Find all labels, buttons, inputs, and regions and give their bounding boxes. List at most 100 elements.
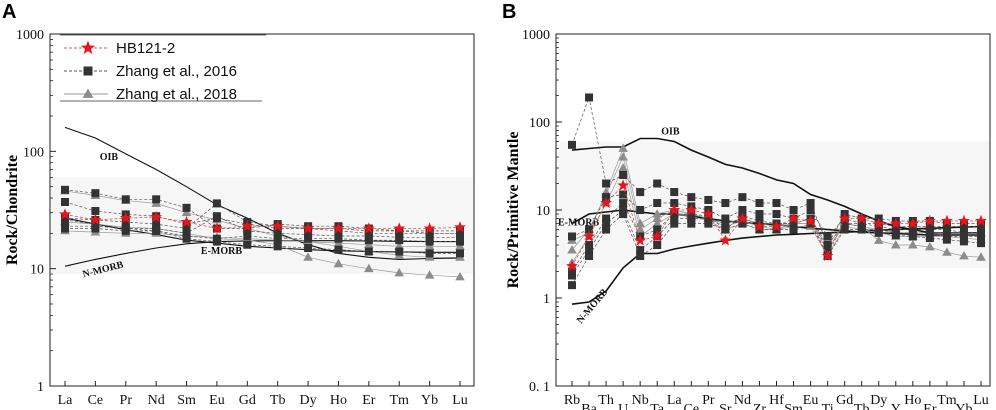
a-data-point-star: [302, 222, 314, 234]
b-x-tick-label: Er: [923, 402, 937, 410]
b-data-point-square: [977, 222, 985, 231]
b-x-tick-label: Ti: [822, 402, 834, 410]
b-data-point-square: [977, 239, 985, 248]
b-data-point-star: [702, 207, 715, 220]
b-data-point-square: [687, 193, 696, 202]
a-data-point-square: [425, 237, 434, 246]
b-data-point-triangle: [925, 242, 935, 251]
b-data-point-triangle: [635, 218, 645, 228]
b-data-point-square: [977, 232, 985, 241]
a-data-point-triangle: [364, 263, 374, 273]
a-y-tick-label: 1000: [16, 28, 44, 43]
b-data-point-star: [872, 217, 885, 229]
a-data-point-triangle: [303, 252, 313, 261]
b-data-point-square: [806, 219, 815, 228]
b-ref-label-oib: OIB: [661, 126, 680, 137]
b-data-point-square: [568, 271, 576, 280]
b-x-tick-label: Rb: [564, 393, 580, 408]
a-data-point-square: [364, 231, 373, 240]
a-ref-label-oib: OIB: [100, 152, 119, 163]
b-data-point-square: [585, 252, 594, 261]
b-data-point-square: [857, 222, 866, 231]
b-data-point-square: [772, 225, 781, 234]
legend-marker-star: [80, 40, 96, 55]
b-data-point-triangle: [652, 209, 663, 218]
a-ref-label-e-morb: E-MORB: [201, 246, 242, 257]
a-data-point-square: [456, 237, 464, 246]
b-data-point-square: [755, 210, 764, 219]
b-data-point-triangle: [908, 240, 918, 249]
a-data-point-star: [89, 213, 102, 225]
a-x-tick-label: La: [58, 393, 74, 408]
a-data-point-square: [61, 224, 69, 233]
b-data-point-square: [806, 206, 815, 214]
a-x-tick-label: Lu: [452, 393, 468, 408]
a-data-point-square: [395, 247, 404, 256]
a-x-tick-label: Yb: [421, 393, 438, 408]
b-data-point-square: [772, 210, 781, 219]
a-x-tick-label: Gd: [239, 393, 256, 408]
b-x-tick-label: Sr: [719, 402, 732, 410]
b-data-point-square: [636, 206, 645, 214]
b-data-point-square: [942, 235, 951, 244]
a-data-point-star: [119, 211, 132, 224]
b-data-point-square: [636, 188, 645, 197]
a-data-point-square: [91, 224, 100, 233]
a-data-point-square: [212, 212, 221, 221]
b-data-point-square: [840, 219, 849, 228]
a-data-point-star: [332, 222, 345, 234]
b-y-tick-label: 1000: [522, 28, 550, 43]
a-y-tick-label: 1: [37, 380, 44, 395]
b-data-point-square: [602, 214, 611, 223]
b-data-point-triangle: [873, 235, 884, 244]
b-data-point-star: [821, 249, 834, 262]
a-data-point-square: [395, 236, 404, 245]
b-data-point-star: [804, 214, 817, 227]
b-x-tick-label: Zr: [753, 402, 767, 410]
b-x-tick-label: Gd: [836, 393, 853, 408]
b-data-point-square: [653, 225, 662, 234]
b-data-point-square: [619, 206, 628, 214]
a-series-line: [64, 230, 460, 247]
b-data-point-triangle: [652, 218, 663, 228]
b-data-point-star: [719, 234, 732, 246]
b-data-point-square: [721, 219, 730, 228]
b-x-tick-label: Y: [891, 402, 901, 410]
b-data-point-square: [959, 222, 968, 231]
b-data-point-square: [568, 140, 576, 149]
b-data-point-square: [568, 281, 576, 290]
a-data-point-square: [61, 197, 69, 206]
b-data-point-star: [651, 230, 664, 242]
b-data-point-star: [923, 214, 936, 227]
panel-b-y-axis-title: Rock/Primitive Mantle: [505, 132, 522, 289]
b-data-point-square: [636, 246, 645, 255]
b-data-point-triangle: [942, 247, 952, 256]
b-data-point-square: [636, 252, 645, 261]
a-y-tick-label: 10: [30, 263, 44, 278]
a-data-point-square: [182, 234, 191, 243]
b-data-point-square: [721, 214, 730, 223]
a-series-line: [65, 228, 460, 242]
b-data-point-star: [566, 259, 578, 272]
b-data-point-triangle: [959, 251, 969, 260]
a-data-point-square: [364, 247, 373, 256]
a-series-line: [64, 219, 460, 254]
b-data-point-triangle: [652, 213, 663, 222]
panel-a-legend: HB121-2 Zhang et al., 2016 Zhang et al., 2…: [60, 34, 266, 103]
b-data-point-star: [941, 214, 953, 227]
a-series-line: [64, 214, 461, 229]
b-data-point-square: [874, 228, 883, 237]
b-x-tick-label: Nb: [632, 393, 649, 408]
chart-panel-b: B Rock/Primitive Mantle OIBE-MORBN-MORB …: [502, 1, 991, 410]
a-data-point-square: [273, 234, 282, 243]
b-data-point-square: [942, 225, 951, 234]
a-data-point-star: [393, 222, 406, 234]
b-x-tick-label: Lu: [973, 393, 989, 408]
b-data-point-star: [634, 234, 647, 246]
a-data-point-square: [304, 230, 313, 239]
a-data-point-square: [243, 226, 252, 235]
a-x-tick-label: Er: [362, 393, 376, 408]
b-x-tick-label: Ta: [650, 402, 665, 410]
b-data-point-triangle: [567, 245, 577, 254]
a-y-tick-label: 100: [23, 145, 44, 160]
